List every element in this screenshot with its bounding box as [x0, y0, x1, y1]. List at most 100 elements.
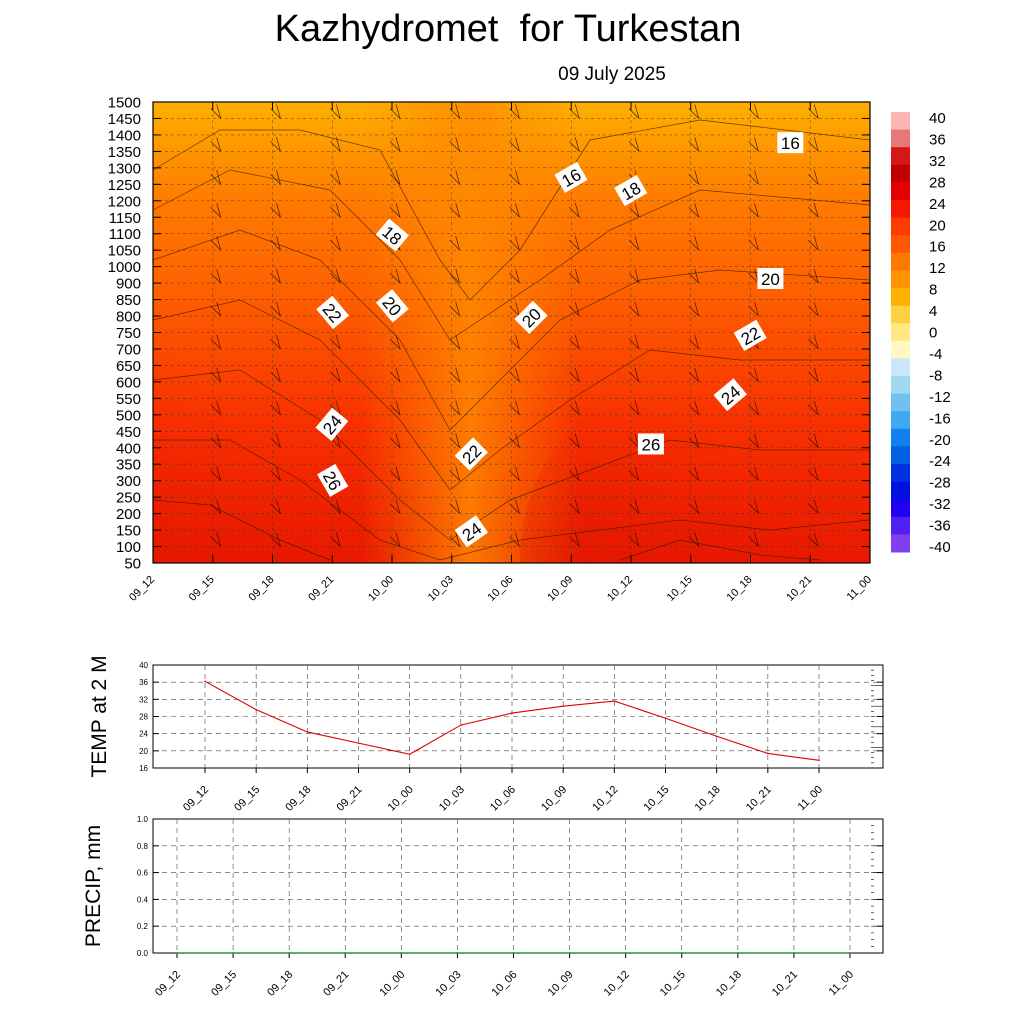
wind-barb [210, 104, 222, 119]
temp-x-tick-label: 10_00 [386, 784, 416, 814]
temp-y-tick-label: 20 [139, 747, 148, 756]
precip-y-tick-label: 0.6 [137, 869, 149, 878]
temp-x-tick-label: 09_21 [335, 784, 365, 814]
wind-barb [330, 170, 341, 185]
contour-label-box [757, 267, 784, 289]
temp-y-tick-label: 36 [139, 678, 148, 687]
heatmap-y-tick-label: 1500 [108, 95, 141, 112]
colorbar-swatch [891, 411, 910, 430]
wind-barb [688, 203, 700, 218]
temp-x-tick-label: 10_03 [437, 784, 467, 814]
heatmap-y-tick-label: 800 [116, 309, 141, 326]
colorbar-swatch [891, 182, 910, 201]
heatmap-y-tick-label: 1400 [108, 127, 141, 144]
wind-barb [748, 301, 759, 317]
wind-barb [808, 104, 819, 119]
precip-data-point [176, 952, 178, 954]
wind-barb [330, 137, 341, 152]
contour-label: 16 [777, 132, 804, 154]
wind-barb [330, 203, 341, 218]
wind-barb [748, 137, 759, 152]
wind-barb [688, 137, 700, 152]
wind-barb [628, 137, 640, 152]
wind-barb [389, 334, 401, 350]
wind-barb [748, 532, 759, 547]
heatmap-y-tick-label: 750 [116, 325, 141, 342]
wind-barb [628, 466, 640, 481]
wind-barb [270, 170, 281, 185]
contour-label-box [375, 218, 410, 252]
colorbar-label: -28 [929, 475, 951, 492]
wind-barb [449, 433, 461, 448]
temp-data-point [255, 708, 257, 711]
wind-barb [569, 269, 580, 284]
contour-line [153, 169, 870, 341]
wind-barb [509, 433, 520, 448]
wind-barb [688, 466, 700, 481]
precip-data-point [624, 952, 627, 954]
contour-label: 24 [454, 515, 489, 548]
precip-x-tick-label: 10_18 [714, 969, 744, 999]
wind-barb [449, 499, 461, 514]
heatmap-x-tick-label: 09_12 [127, 574, 157, 604]
heatmap-hot-core-right [520, 370, 870, 563]
temp-y-tick-label: 40 [139, 661, 148, 670]
wind-barb [389, 104, 401, 119]
precip-y-axis-title: PRECIP, mm [82, 825, 105, 947]
wind-barb [389, 532, 401, 547]
precip-y-tick-label: 0.2 [137, 922, 149, 931]
wind-barb [449, 236, 461, 251]
contour-line [153, 499, 331, 561]
heatmap-y-tick-label: 1200 [108, 193, 141, 210]
wind-barb [628, 104, 640, 119]
wind-barb [688, 334, 700, 350]
wind-barb [688, 236, 700, 251]
wind-barb [330, 367, 341, 383]
heatmap-y-tick-label: 450 [116, 424, 141, 441]
colorbar-swatch [891, 323, 910, 342]
wind-barb [509, 104, 520, 119]
wind-barb [210, 203, 222, 218]
temp-data-point [715, 735, 718, 738]
contour-label-text: 20 [761, 270, 780, 289]
temp-data-point [664, 717, 667, 720]
precip-data-point [680, 952, 683, 954]
colorbar-label: 4 [929, 303, 937, 320]
colorbar-swatch [891, 112, 910, 131]
wind-barb [270, 367, 281, 383]
precip-data-point [568, 952, 571, 954]
wind-barb [569, 334, 580, 350]
wind-barb [628, 400, 640, 416]
wind-barb [210, 466, 222, 481]
heatmap-y-axis: 5010015020025030035040045050055060065070… [108, 95, 870, 573]
wind-barb [389, 433, 401, 448]
temp-x-tick-label: 10_09 [539, 784, 569, 814]
contour-line [153, 369, 870, 541]
heatmap-x-tick-label: 10_00 [366, 574, 396, 604]
wind-barb [449, 367, 461, 383]
colorbar-swatch [891, 428, 910, 447]
precip-x-tick-label: 10_12 [602, 969, 632, 999]
wind-barb [688, 170, 700, 185]
temp-y-tick-label: 24 [139, 730, 148, 739]
temp-data-point [357, 742, 360, 744]
wind-barb [509, 532, 520, 547]
temp-x-tick-label: 11_00 [796, 784, 826, 814]
heatmap-y-tick-label: 50 [124, 556, 141, 573]
temp-x-tick-label: 10_18 [693, 784, 723, 814]
heatmap-y-tick-label: 650 [116, 358, 141, 375]
heatmap-y-tick-label: 1000 [108, 259, 141, 276]
temp-x-tick-label: 10_15 [642, 784, 672, 814]
heatmap-x-tick-label: 10_18 [725, 574, 755, 604]
colorbar-label: -20 [929, 432, 951, 449]
contour-label-box [514, 300, 548, 334]
contour-line [153, 229, 870, 431]
precip-x-tick-label: 09_12 [153, 969, 183, 999]
heatmap-y-tick-label: 600 [116, 374, 141, 391]
contour-line [153, 439, 870, 561]
precip-y-tick-label: 0.0 [137, 949, 149, 958]
colorbar-label: 40 [929, 110, 946, 127]
wind-barb [748, 433, 759, 448]
contour-label-box [637, 433, 664, 455]
heatmap-y-tick-label: 350 [116, 457, 141, 474]
